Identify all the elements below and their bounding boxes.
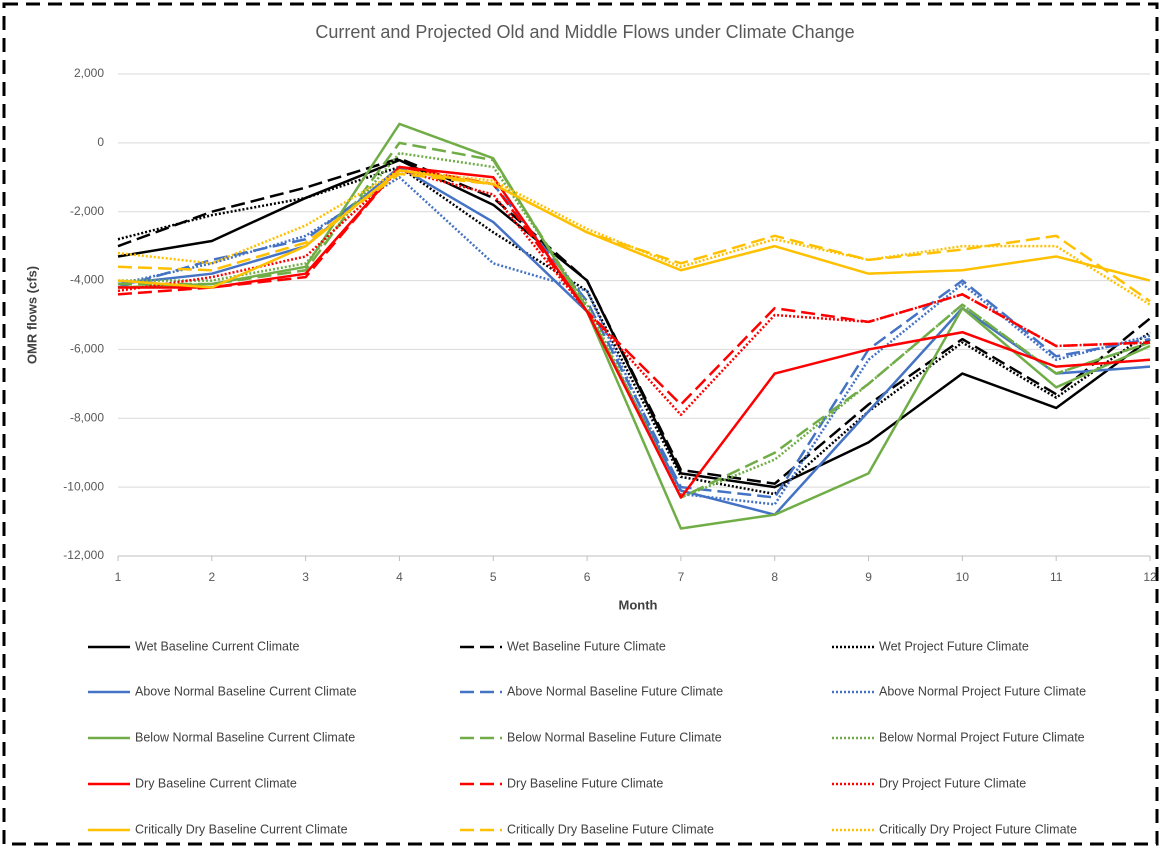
series-line	[118, 151, 1151, 499]
legend-label: Below Normal Baseline Current Climate	[135, 730, 355, 744]
series-line	[117, 165, 1151, 516]
series-line	[117, 158, 1151, 489]
legend-label: Above Normal Baseline Current Climate	[135, 684, 357, 698]
series-line	[117, 165, 1151, 496]
x-tick-label: 10	[956, 570, 970, 584]
x-tick-label: 1	[115, 570, 122, 584]
x-axis-title: Month	[619, 597, 658, 612]
legend-label: Critically Dry Baseline Current Climate	[135, 822, 348, 836]
y-tick-label: -10,000	[63, 479, 104, 493]
series-line	[118, 165, 1151, 499]
series-line	[117, 169, 1151, 289]
legend-label: Above Normal Baseline Future Climate	[507, 684, 723, 698]
y-tick-label: -8,000	[70, 410, 104, 424]
legend-label: Wet Baseline Future Climate	[507, 639, 666, 653]
y-tick-label: -2,000	[70, 204, 104, 218]
series-line	[117, 169, 1151, 306]
y-tick-label: -4,000	[70, 273, 104, 287]
series-line	[117, 176, 1151, 506]
y-tick-label: -6,000	[70, 342, 104, 356]
legend-label: Dry Project Future Climate	[879, 776, 1026, 790]
legend-label: Above Normal Project Future Climate	[879, 684, 1086, 698]
x-tick-label: 5	[490, 570, 497, 584]
legend-label: Dry Baseline Current Climate	[135, 776, 297, 790]
y-tick-label: -12,000	[63, 548, 104, 562]
x-tick-label: 2	[208, 570, 215, 584]
legend-label: Below Normal Baseline Future Climate	[507, 730, 722, 744]
legend-label: Dry Baseline Future Climate	[507, 776, 663, 790]
series-line	[117, 169, 1151, 499]
x-tick-label: 6	[584, 570, 591, 584]
x-tick-label: 3	[302, 570, 309, 584]
x-tick-label: 12	[1143, 570, 1157, 584]
series-line	[117, 122, 1151, 530]
x-tick-label: 4	[396, 570, 403, 584]
x-tick-label: 11	[1050, 570, 1063, 584]
legend-label: Critically Dry Project Future Climate	[879, 822, 1077, 836]
y-tick-label: 0	[97, 135, 104, 149]
legend-label: Wet Baseline Current Climate	[135, 639, 299, 653]
y-axis-title: OMR flows (cfs)	[24, 266, 39, 364]
legend-label: Below Normal Project Future Climate	[879, 730, 1085, 744]
series-line	[117, 165, 1151, 406]
y-tick-label: 2,000	[74, 66, 104, 80]
legend-label: Wet Project Future Climate	[879, 639, 1029, 653]
series-line	[117, 157, 1151, 485]
chart-title: Current and Projected Old and Middle Flo…	[315, 22, 854, 42]
x-tick-label: 7	[678, 570, 685, 584]
legend-label: Critically Dry Baseline Future Climate	[507, 822, 714, 836]
x-tick-label: 9	[865, 570, 872, 584]
x-tick-label: 8	[771, 570, 778, 584]
